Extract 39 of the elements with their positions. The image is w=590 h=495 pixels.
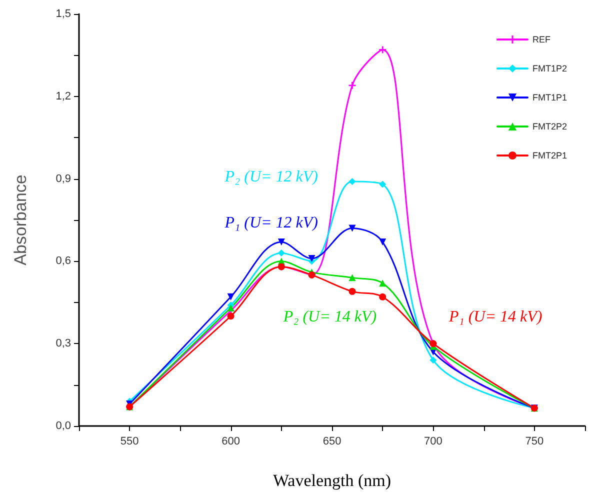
point	[430, 356, 437, 364]
x-axis-title: Wavelength (nm)	[272, 471, 392, 490]
y-axis-title: Absorbance	[11, 174, 30, 266]
x-tick-label: 700	[424, 436, 442, 448]
point	[348, 288, 356, 295]
annotation: P₁ (U= 12 kV)	[224, 214, 318, 232]
point	[348, 178, 356, 186]
point	[227, 312, 234, 320]
point	[308, 254, 316, 262]
annotation: P₂ (U= 12 kV)	[224, 168, 318, 186]
y-tick-label: 1,2	[56, 90, 71, 102]
y-tick-label: 0,3	[56, 338, 71, 350]
point	[379, 293, 386, 300]
x-tick-label: 600	[222, 436, 240, 448]
x-tick-label: 550	[120, 436, 139, 448]
point	[348, 274, 356, 282]
legend-label: FMT2P1	[532, 150, 568, 160]
point	[227, 304, 234, 312]
point	[348, 82, 356, 89]
point	[278, 249, 285, 256]
point	[227, 293, 234, 300]
annotation: P₁ (U= 14 kV)	[448, 308, 542, 326]
point	[379, 180, 386, 188]
point	[348, 224, 356, 232]
x-tick-label: 650	[322, 436, 342, 448]
x-tick-label: 750	[525, 436, 544, 448]
legend-label: REF	[532, 34, 551, 44]
y-tick-label: 0,6	[56, 255, 71, 268]
annotation: P₂ (U= 14 kV)	[282, 308, 377, 326]
point	[379, 238, 386, 246]
y-tick-label: 0,9	[56, 172, 71, 185]
legend-label: FMT2P2	[532, 122, 568, 132]
y-tick-label: 1,5	[56, 8, 71, 20]
point	[278, 238, 285, 246]
legend-label: FMT1P1	[532, 92, 568, 102]
legend-label: FMT1P2	[532, 64, 568, 74]
y-tick-label: 0,0	[56, 420, 71, 432]
point	[379, 280, 386, 287]
point	[379, 46, 386, 54]
